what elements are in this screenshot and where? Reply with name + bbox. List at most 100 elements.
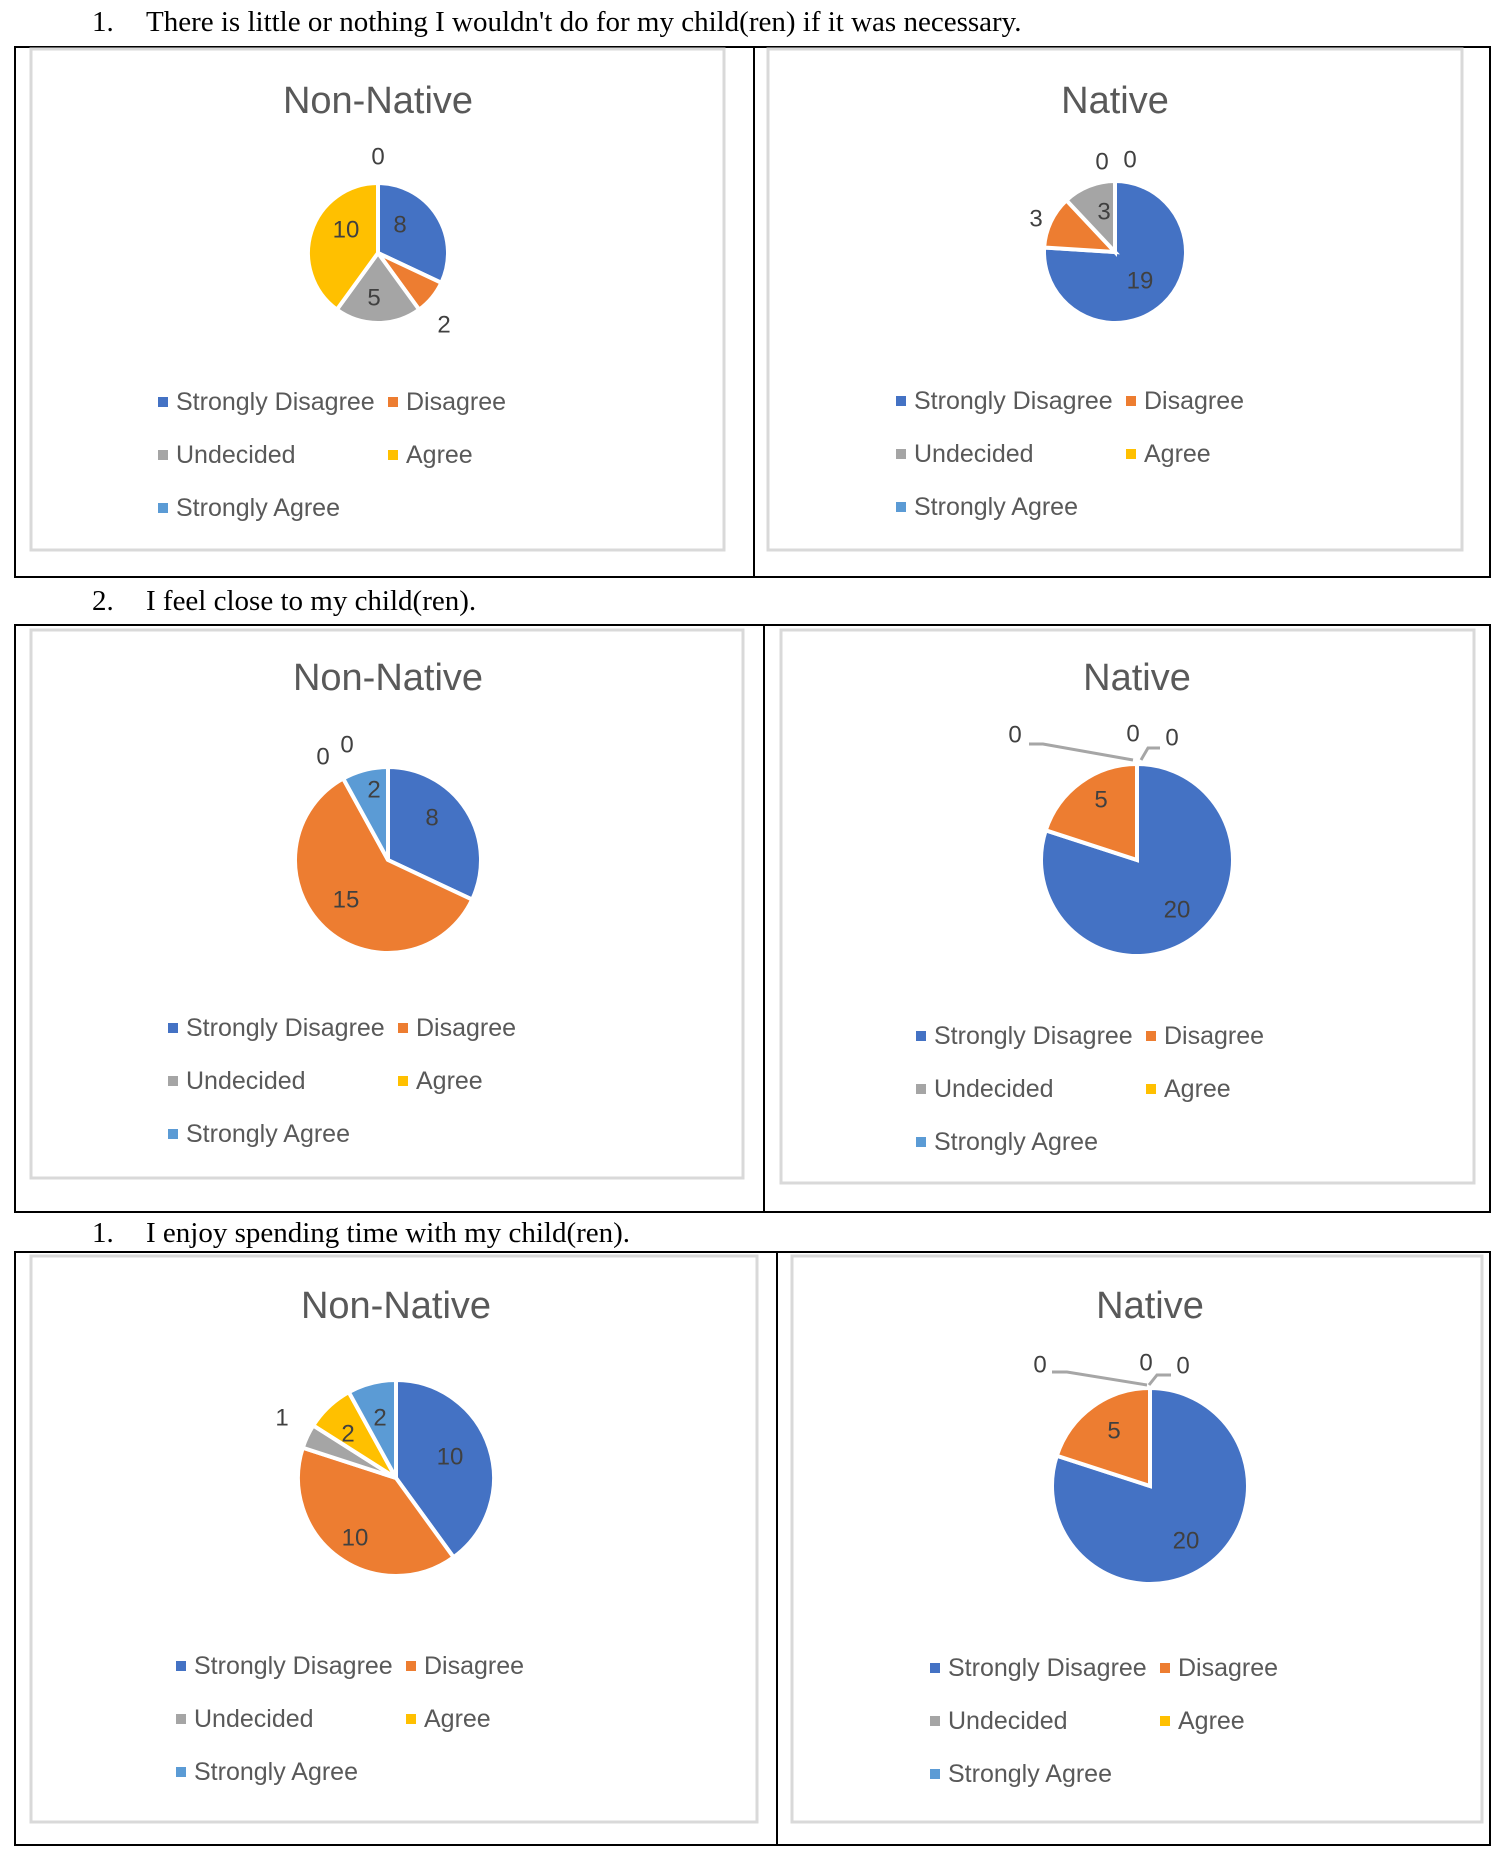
legend-swatch xyxy=(406,1661,416,1671)
legend-item-agree: Agree xyxy=(1126,440,1211,468)
legend-label: Undecided xyxy=(948,1707,1068,1735)
legend-swatch xyxy=(1146,1031,1156,1041)
legend-item-undecided: Undecided xyxy=(930,1707,1068,1735)
legend-label: Agree xyxy=(1144,440,1211,468)
legend-label: Strongly Disagree xyxy=(186,1014,385,1042)
legend-item-undecided: Undecided xyxy=(176,1705,314,1733)
pie-slice-strongly-disagree xyxy=(394,1377,496,1561)
data-label-strongly-disagree: 19 xyxy=(1127,268,1154,295)
data-label-strongly-agree: 0 xyxy=(1176,1353,1189,1380)
label-leader-line xyxy=(1052,1370,1148,1387)
data-label-undecided: 0 xyxy=(1033,1352,1046,1379)
legend-swatch xyxy=(916,1084,926,1094)
data-label-disagree: 5 xyxy=(1107,1418,1120,1445)
data-label-strongly-disagree: 20 xyxy=(1173,1528,1200,1555)
legend-label: Disagree xyxy=(1144,387,1244,415)
question-number: 2. xyxy=(92,585,114,617)
legend-swatch xyxy=(930,1716,940,1726)
data-label-strongly-agree: 0 xyxy=(1165,725,1178,752)
legend-item-disagree: Disagree xyxy=(406,1652,524,1680)
legend-label: Agree xyxy=(1178,1707,1245,1735)
chart-frame xyxy=(29,47,726,552)
legend-item-disagree: Disagree xyxy=(1126,387,1244,415)
data-label-agree: 0 xyxy=(1126,721,1139,748)
legend-swatch xyxy=(1126,396,1136,406)
legend-label: Strongly Disagree xyxy=(914,387,1113,415)
legend-swatch xyxy=(896,502,906,512)
pie-slice-agree xyxy=(306,180,380,313)
legend-swatch xyxy=(1146,1084,1156,1094)
question-text: I feel close to my child(ren). xyxy=(146,585,477,617)
legend-swatch xyxy=(168,1076,178,1086)
pie-slice-strongly-agree xyxy=(340,764,390,861)
legend-item-undecided: Undecided xyxy=(168,1067,306,1095)
chart-title: Native xyxy=(1061,80,1169,122)
legend-item-disagree: Disagree xyxy=(1146,1022,1264,1050)
data-label-agree: 0 xyxy=(1139,1350,1152,1377)
data-label-strongly-agree: 0 xyxy=(1123,147,1136,174)
legend-swatch xyxy=(916,1137,926,1147)
legend-swatch xyxy=(930,1769,940,1779)
pie-slice-disagree xyxy=(293,775,475,955)
legend-item-strongly-disagree: Strongly Disagree xyxy=(168,1014,385,1042)
chart-title: Non-Native xyxy=(283,80,473,122)
legend-swatch xyxy=(930,1663,940,1673)
table-divider xyxy=(776,1253,778,1844)
legend-label: Disagree xyxy=(406,388,506,416)
legend-label: Undecided xyxy=(194,1705,314,1733)
legend-label: Disagree xyxy=(424,1652,524,1680)
legend-item-agree: Agree xyxy=(388,441,473,469)
legend-label: Agree xyxy=(416,1067,483,1095)
legend-swatch xyxy=(398,1076,408,1086)
chart-frame xyxy=(790,1254,1484,1824)
table-divider xyxy=(763,626,765,1211)
label-leader-line xyxy=(1029,742,1134,762)
legend-swatch xyxy=(176,1661,186,1671)
legend-label: Disagree xyxy=(416,1014,516,1042)
question-number: 1. xyxy=(92,6,114,38)
legend-swatch xyxy=(158,503,168,513)
legend-item-undecided: Undecided xyxy=(158,441,296,469)
legend-item-agree: Agree xyxy=(398,1067,483,1095)
legend-label: Agree xyxy=(424,1705,491,1733)
question-number: 1. xyxy=(92,1217,114,1249)
data-label-agree: 2 xyxy=(341,1421,354,1448)
data-label-undecided: 1 xyxy=(275,1405,288,1432)
data-label-strongly-disagree: 20 xyxy=(1164,897,1191,924)
legend-label: Strongly Agree xyxy=(934,1128,1098,1156)
chart-title: Non-Native xyxy=(293,657,483,699)
data-label-undecided: 3 xyxy=(1097,199,1110,226)
chart-frame xyxy=(779,628,1476,1185)
chart-title: Native xyxy=(1083,657,1191,699)
data-label-disagree: 3 xyxy=(1029,206,1042,233)
pie-slice-disagree xyxy=(296,1445,457,1578)
legend-label: Strongly Agree xyxy=(176,494,340,522)
legend-label: Strongly Disagree xyxy=(176,388,375,416)
data-label-agree: 0 xyxy=(1095,149,1108,176)
legend-label: Strongly Disagree xyxy=(948,1654,1147,1682)
pie-slice-undecided xyxy=(334,249,422,325)
legend-swatch xyxy=(1126,449,1136,459)
chart-table-2 xyxy=(14,624,1491,1213)
data-label-strongly-agree: 2 xyxy=(367,777,380,804)
chart-frame xyxy=(29,628,745,1180)
data-label-strongly-disagree: 8 xyxy=(425,805,438,832)
legend-label: Strongly Agree xyxy=(194,1758,358,1786)
legend-label: Strongly Agree xyxy=(948,1760,1112,1788)
question-text: There is little or nothing I wouldn't do… xyxy=(146,6,1022,38)
legend-item-agree: Agree xyxy=(406,1705,491,1733)
legend-swatch xyxy=(1160,1663,1170,1673)
legend-item-disagree: Disagree xyxy=(388,388,506,416)
pie-slice-strongly-disagree xyxy=(376,180,450,286)
data-label-strongly-agree: 2 xyxy=(373,1405,386,1432)
legend-swatch xyxy=(158,450,168,460)
legend-item-agree: Agree xyxy=(1146,1075,1231,1103)
data-label-disagree: 15 xyxy=(333,887,360,914)
legend-label: Undecided xyxy=(186,1067,306,1095)
legend-item-strongly-agree: Strongly Agree xyxy=(896,493,1078,521)
legend-label: Agree xyxy=(406,441,473,469)
